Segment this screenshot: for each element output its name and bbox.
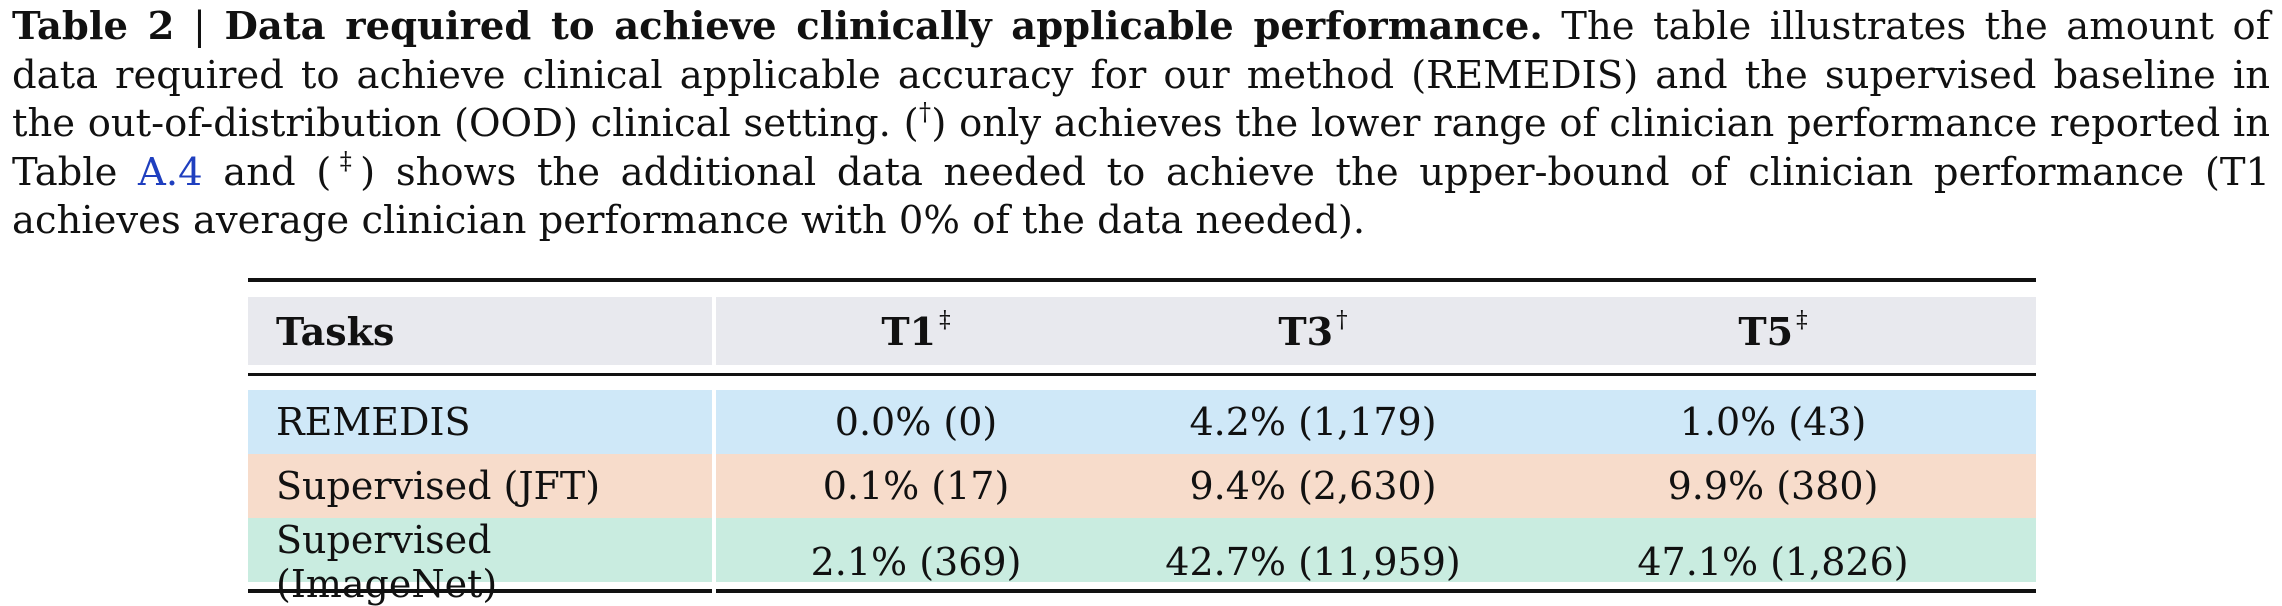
header-t3: T3 † [1278, 306, 1348, 354]
header-t1: T1 ‡ [881, 306, 951, 354]
cell-t3: 9.4% (2,630) [1189, 464, 1437, 508]
table-row: Supervised (ImageNet) 2.1% (369) 42.7% (… [248, 518, 2036, 606]
cell-t5: 9.9% (380) [1667, 464, 1879, 508]
caption-text-1: The table illustrates the amount of data… [12, 4, 2270, 146]
row-name: REMEDIS [248, 390, 716, 454]
table-top-rule [248, 278, 2036, 282]
caption-title: Data required to achieve clinically appl… [224, 4, 1543, 49]
header-t3-mark: † [1336, 306, 1348, 333]
cell-t1: 0.0% (0) [834, 400, 998, 444]
double-dagger-mark: ‡ [331, 146, 361, 175]
table-row: REMEDIS 0.0% (0) 4.2% (1,179) 1.0% (43) [248, 390, 2036, 454]
header-tasks: Tasks [248, 297, 716, 365]
dagger-mark: † [918, 98, 932, 127]
cell-t3: 4.2% (1,179) [1189, 400, 1437, 444]
table-header-row: Tasks T1 ‡ T3 † T5 ‡ [248, 297, 2036, 365]
row-name: Supervised (JFT) [248, 454, 716, 518]
caption-text-3: and ( [202, 149, 332, 195]
header-t1-mark: ‡ [939, 306, 951, 333]
table-caption: Table 2 | Data required to achieve clini… [12, 3, 2270, 246]
header-t5: T5 ‡ [1738, 306, 1808, 354]
table-row: Supervised (JFT) 0.1% (17) 9.4% (2,630) … [248, 454, 2036, 518]
table-header-rule [248, 373, 2036, 376]
row-name: Supervised (ImageNet) [248, 518, 716, 606]
table-reference-link[interactable]: A.4 [138, 149, 203, 195]
caption-label: Table 2 [12, 4, 175, 49]
caption-text-4: ) shows the additional data needed to ac… [12, 149, 2271, 244]
cell-t5: 47.1% (1,826) [1637, 540, 1909, 584]
caption-separator: | [193, 4, 206, 49]
cell-t5: 1.0% (43) [1679, 400, 1867, 444]
caption-text-2: ) only achieves the lower range of clini… [12, 101, 2270, 195]
cell-t3: 42.7% (11,959) [1165, 540, 1461, 584]
table-bottom-rule [248, 589, 2036, 593]
data-table: Tasks T1 ‡ T3 † T5 ‡ REMEDIS 0.0% (0) 4.2% … [248, 278, 2036, 606]
header-t5-mark: ‡ [1796, 306, 1808, 333]
cell-t1: 2.1% (369) [810, 540, 1022, 584]
cell-t1: 0.1% (17) [822, 464, 1010, 508]
